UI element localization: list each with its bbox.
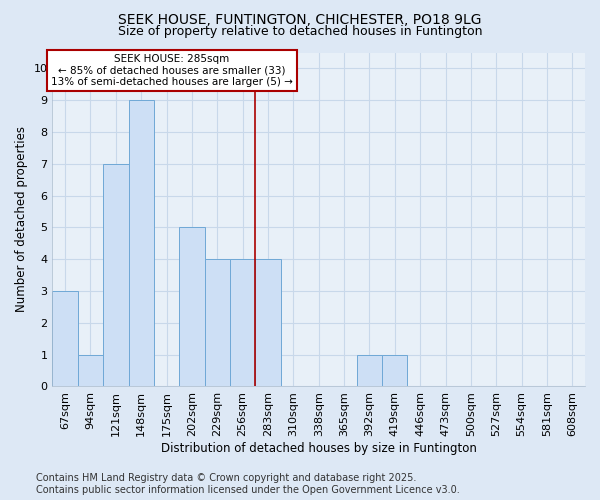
Text: Contains HM Land Registry data © Crown copyright and database right 2025.
Contai: Contains HM Land Registry data © Crown c… — [36, 474, 460, 495]
Text: SEEK HOUSE: 285sqm
← 85% of detached houses are smaller (33)
13% of semi-detache: SEEK HOUSE: 285sqm ← 85% of detached hou… — [50, 54, 293, 88]
Y-axis label: Number of detached properties: Number of detached properties — [15, 126, 28, 312]
Bar — [357, 354, 382, 386]
Bar — [128, 100, 154, 386]
X-axis label: Distribution of detached houses by size in Funtington: Distribution of detached houses by size … — [161, 442, 476, 455]
Bar — [179, 228, 205, 386]
Bar — [205, 259, 230, 386]
Bar — [103, 164, 128, 386]
Bar — [52, 291, 78, 386]
Bar — [256, 259, 281, 386]
Text: Size of property relative to detached houses in Funtington: Size of property relative to detached ho… — [118, 25, 482, 38]
Bar — [230, 259, 256, 386]
Text: SEEK HOUSE, FUNTINGTON, CHICHESTER, PO18 9LG: SEEK HOUSE, FUNTINGTON, CHICHESTER, PO18… — [118, 12, 482, 26]
Bar — [78, 354, 103, 386]
Bar — [382, 354, 407, 386]
